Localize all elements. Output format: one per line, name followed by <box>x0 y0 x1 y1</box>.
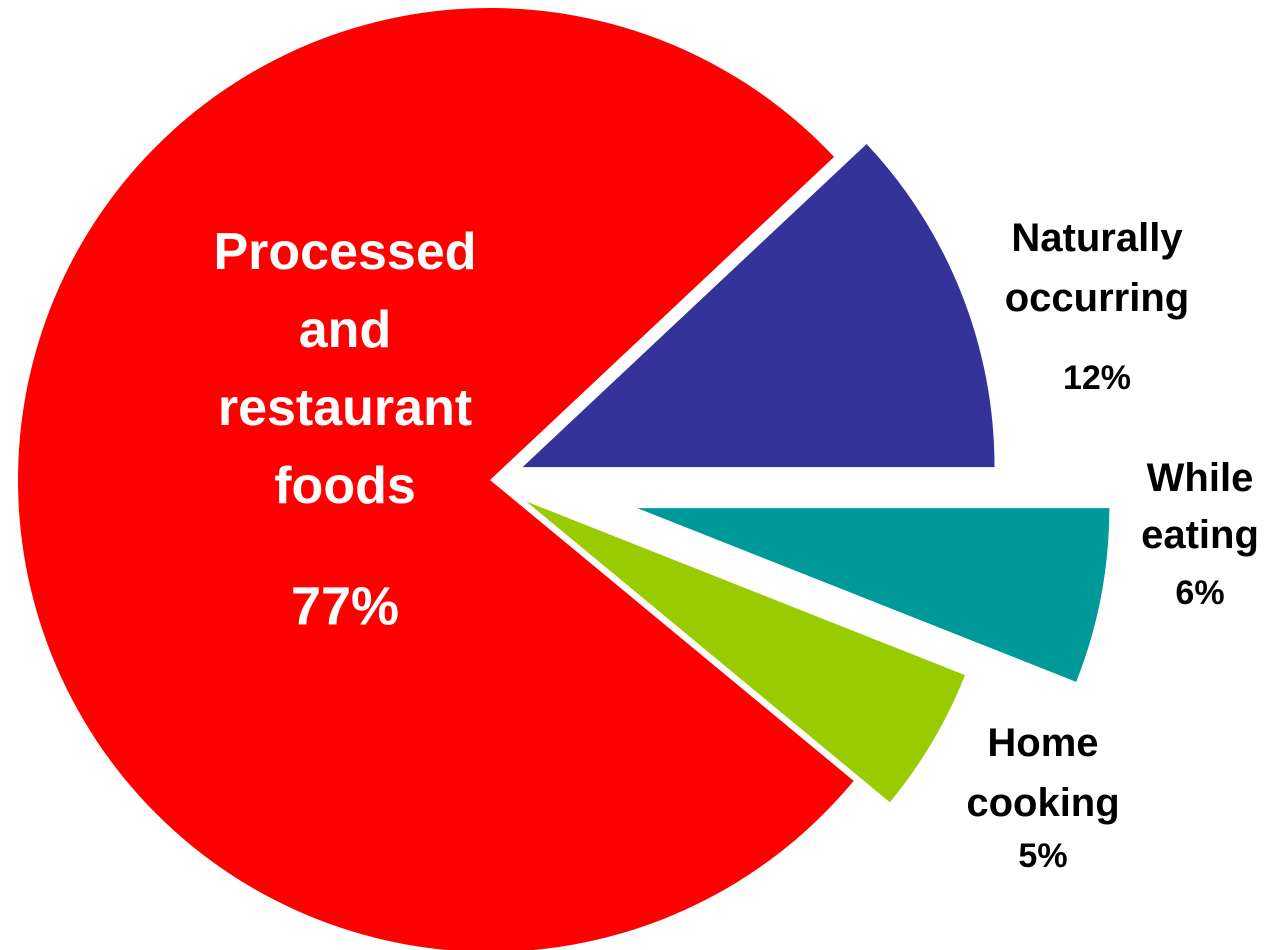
value-label: 12% <box>1063 359 1131 397</box>
pie-slice <box>637 508 1110 682</box>
value-label: 5% <box>1018 837 1067 875</box>
pie-slice <box>526 501 966 803</box>
value-label: 77% <box>291 576 399 636</box>
pie-slice <box>522 144 995 468</box>
pie-slice <box>18 8 854 950</box>
value-label: 6% <box>1175 574 1224 612</box>
slice-label: While eating <box>1141 456 1259 557</box>
slice-label: Processed and restaurant foods <box>213 223 476 515</box>
slice-label: Naturally occurring <box>1005 216 1189 320</box>
slice-label: Home cooking <box>966 721 1119 825</box>
